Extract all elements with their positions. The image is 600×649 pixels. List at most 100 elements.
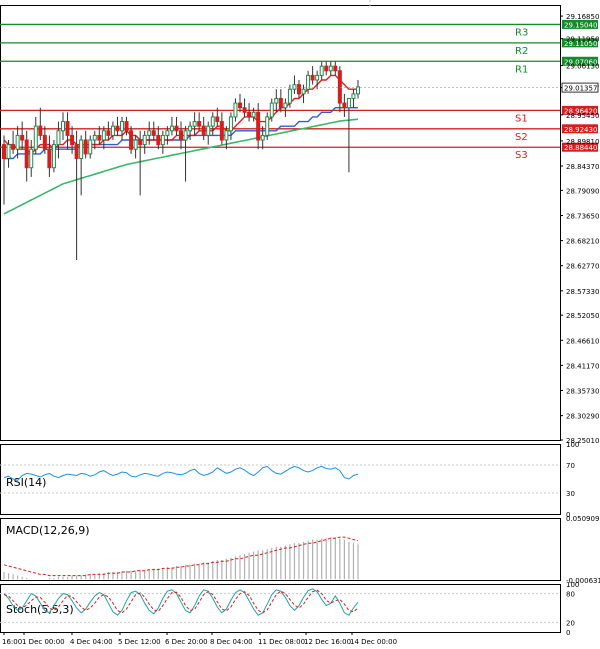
bull-candle xyxy=(274,97,279,104)
bull-candle xyxy=(315,74,320,81)
bull-candle xyxy=(15,134,20,150)
price-axis: 29.16850 29.11950 29.06130 29.01357 28.95450… xyxy=(0,13,599,445)
bear-candle xyxy=(74,144,79,159)
rsi-panel: RSI(14) 100 70 30 0 xyxy=(0,441,579,519)
time-axis: 16:00 1 Dec 00:00 4 Dec 04:00 5 Dec 12:00 6 … xyxy=(2,632,397,646)
level-price-r2: 29.11050 xyxy=(564,40,597,48)
bull-candle xyxy=(356,86,360,95)
time-tick-label: 5 Dec 12:00 xyxy=(118,638,161,646)
price-tick-label: 28.57330 xyxy=(566,288,599,296)
time-tick-label: 1 Dec 00:00 xyxy=(22,638,65,646)
macd-label: MACD(12,26,9) xyxy=(6,524,90,537)
bull-candle xyxy=(51,144,56,169)
bull-candle xyxy=(306,74,311,90)
bull-candle xyxy=(228,116,233,132)
bull-candle xyxy=(346,97,351,109)
price-tick-label: 28.25010 xyxy=(566,437,599,445)
bull-candle xyxy=(110,125,115,136)
bull-candle xyxy=(6,144,11,159)
bull-candle xyxy=(265,116,270,136)
price-tick-label: 28.89810 xyxy=(566,138,599,146)
panel-frame-2 xyxy=(0,518,561,581)
bear-candle xyxy=(97,134,102,141)
level-name-s2: S2 xyxy=(515,132,528,143)
bear-candle xyxy=(83,139,88,155)
stoch-tick-label: 20 xyxy=(566,619,575,627)
bear-candle xyxy=(138,139,143,146)
last-price-label: 29.01357 xyxy=(564,85,597,93)
macd-tick-label: -0.000631 xyxy=(566,577,600,585)
bear-candle xyxy=(115,125,120,132)
rsi-tick-label: 0 xyxy=(566,511,570,519)
bear-candle xyxy=(337,70,342,104)
bear-candle xyxy=(247,111,252,118)
bull-candle xyxy=(188,125,193,132)
level-tag-s2 xyxy=(562,124,598,134)
price-tick-label: 29.06130 xyxy=(566,63,599,71)
bull-candle xyxy=(92,134,97,141)
price-tick-label: 29.16850 xyxy=(566,13,599,21)
panel-frame-1 xyxy=(0,444,561,515)
bear-candle xyxy=(278,97,283,109)
bear-candle xyxy=(174,125,179,132)
bull-candle xyxy=(183,130,188,141)
bull-candle xyxy=(260,134,265,141)
support-resistance-levels: R3 29.15040 R2 29.11050 R1 29.07060 S1 28.96420… xyxy=(0,19,598,161)
panel-frames xyxy=(0,0,561,633)
bear-candle xyxy=(238,102,242,109)
stoch-tick-label: 0 xyxy=(566,629,570,637)
time-tick-label: 12 Dec 16:00 xyxy=(304,638,351,646)
bear-candle xyxy=(219,121,224,141)
bull-candle xyxy=(233,102,238,118)
bear-candle xyxy=(106,130,111,136)
bull-candle xyxy=(165,130,170,136)
bull-candle xyxy=(120,121,124,132)
price-tick-label: 28.41170 xyxy=(566,362,599,370)
panel-frame-0 xyxy=(0,5,561,441)
bull-candle xyxy=(319,65,324,76)
bear-candle xyxy=(333,65,338,72)
time-tick-label: 11 Dec 08:00 xyxy=(258,638,305,646)
bear-candle xyxy=(65,121,70,136)
bear-candle xyxy=(151,130,156,136)
bull-candle xyxy=(79,139,84,159)
bear-candle xyxy=(2,144,6,159)
bear-candle xyxy=(297,84,301,95)
price-tick-label: 28.84370 xyxy=(566,163,599,171)
price-tick-label: 28.95450 xyxy=(566,112,599,120)
bull-candle xyxy=(192,121,197,127)
level-tag-r1 xyxy=(562,56,598,66)
bull-candle xyxy=(147,130,152,136)
bear-candle xyxy=(124,121,129,132)
bull-candle xyxy=(61,121,65,132)
level-name-r2: R2 xyxy=(515,46,528,57)
level-price-r1: 29.07060 xyxy=(564,58,597,66)
time-tick-label: 4 Dec 04:00 xyxy=(70,638,113,646)
bear-candle xyxy=(70,134,75,146)
bear-candle xyxy=(47,148,52,169)
bear-candle xyxy=(42,134,47,150)
candlestick-series xyxy=(2,61,360,261)
time-tick-label: 14 Dec 00:00 xyxy=(350,638,397,646)
ma-slow-line xyxy=(3,118,359,215)
bear-candle xyxy=(156,134,161,146)
bear-candle xyxy=(11,144,16,150)
bull-candle xyxy=(33,125,38,150)
time-tick-label: 16:00 xyxy=(2,638,22,646)
price-tick-label: 28.52050 xyxy=(566,312,599,320)
level-price-r3: 29.15040 xyxy=(564,21,597,29)
level-tag-r3 xyxy=(562,19,598,29)
stoch-tick-label: 80 xyxy=(566,591,575,599)
stoch-signal-line xyxy=(3,589,359,614)
bull-candle xyxy=(269,102,274,118)
bear-candle xyxy=(256,111,261,141)
stoch-main-line xyxy=(3,588,359,616)
bear-candle xyxy=(342,102,347,109)
rsi-tick-label: 70 xyxy=(566,462,575,470)
bear-candle xyxy=(310,74,315,81)
bear-candle xyxy=(129,130,134,150)
bull-candle xyxy=(142,134,147,146)
level-name-s3: S3 xyxy=(515,150,528,161)
